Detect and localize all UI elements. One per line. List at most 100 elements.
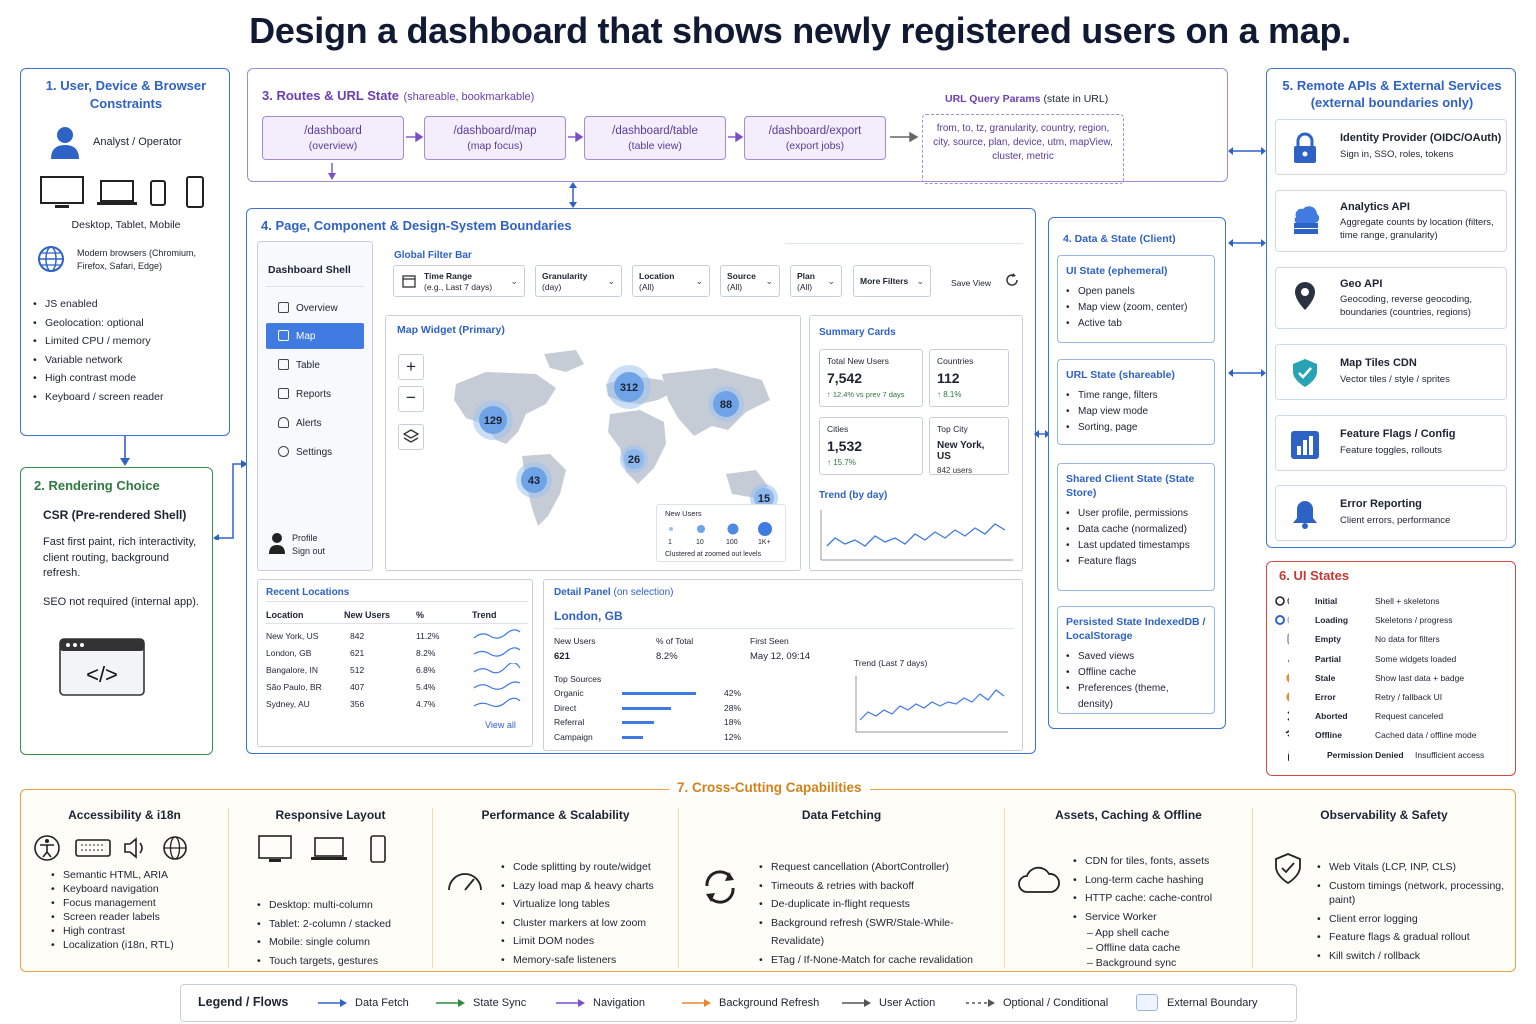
- trend-chart: [820, 510, 1013, 561]
- arrow-2-to-4: [213, 460, 248, 540]
- section-remote-apis: 5. Remote APIs & External Services (exte…: [1266, 68, 1516, 548]
- card-countries[interactable]: Countries 112 ↑ 8.1%: [929, 349, 1009, 407]
- chevron-down-icon: ⌄: [607, 276, 615, 286]
- source-row: Organic 42%: [554, 688, 754, 702]
- table-row[interactable]: São Paulo, BR 407 5.4%: [266, 681, 528, 698]
- filter-granularity[interactable]: Granularity (day) ⌄: [535, 265, 622, 297]
- chevron-down-icon: ⌄: [827, 276, 835, 286]
- state-name: Offline: [1315, 730, 1342, 741]
- nav-settings[interactable]: Settings: [266, 439, 364, 465]
- accessibility-icons: [34, 835, 187, 861]
- globe-icon: [38, 246, 64, 272]
- url-params-title: URL Query Params (state in URL): [945, 93, 1109, 105]
- code-window-icon: </>: [59, 638, 145, 696]
- zoom-out-button[interactable]: −: [398, 386, 424, 412]
- section-2-title: 2. Rendering Choice: [34, 478, 160, 493]
- state-desc: Show last data + badge: [1375, 672, 1465, 683]
- save-view-button[interactable]: Save View: [951, 278, 992, 288]
- legend-item: Navigation: [593, 997, 645, 1009]
- ui-state-box: UI State (ephemeral)Open panelsMap view …: [1057, 255, 1215, 343]
- section-routes: 3. Routes & URL State (shareable, bookma…: [247, 68, 1228, 184]
- shared-state-box: Shared Client State (State Store)User pr…: [1057, 463, 1215, 591]
- route-arrows: [406, 131, 919, 143]
- list: Semantic HTML, ARIAKeyboard navigationFo…: [51, 868, 174, 952]
- nav-reports[interactable]: Reports: [266, 381, 364, 407]
- detail-v2: 8.2%: [656, 651, 678, 662]
- persisted-state-box: Persisted State IndexedDB / LocalStorage…: [1057, 606, 1215, 714]
- list: Code splitting by route/widgetLazy load …: [501, 858, 654, 969]
- section-5-title: 5. Remote APIs & External Services (exte…: [1282, 78, 1502, 110]
- filter-bar-title: Global Filter Bar: [394, 250, 472, 261]
- nav-alerts[interactable]: Alerts: [266, 410, 364, 436]
- browsers-label: Modern browsers (Chromium, Firefox, Safa…: [77, 248, 197, 271]
- state-desc: Skeletons / progress: [1375, 615, 1453, 626]
- legend-swatch-external: [1136, 994, 1158, 1011]
- state-name: Empty: [1315, 634, 1341, 645]
- detail-h1: New Users: [554, 636, 596, 646]
- table-row[interactable]: New York, US 842 11.2%: [266, 629, 528, 647]
- source-name: Direct: [554, 702, 577, 713]
- nav-overview[interactable]: Overview: [266, 295, 364, 321]
- ui-state-error: Error Retry / fallback UI: [1267, 688, 1507, 707]
- legend-item: Data Fetch: [355, 997, 409, 1009]
- more-filters-button[interactable]: More Filters ⌄: [853, 265, 931, 297]
- state-desc: No data for filters: [1375, 634, 1440, 645]
- world-map[interactable]: 129 312 88 26 43 15: [426, 344, 786, 544]
- table-row[interactable]: London, GB 621 8.2%: [266, 647, 528, 664]
- cluster-label: 15: [758, 493, 770, 505]
- service-feature-flags: Feature Flags / Config Feature toggles, r…: [1275, 415, 1507, 471]
- legend-arrow-user-action: [842, 999, 871, 1007]
- nav-table[interactable]: Table: [266, 352, 364, 378]
- list-item: Geolocation: optional: [33, 314, 223, 333]
- sw-sublist: – App shell cache – Offline data cache – B…: [1087, 927, 1181, 969]
- refresh-icon[interactable]: [1005, 273, 1019, 287]
- filter-source[interactable]: Source (All) ⌄: [720, 265, 780, 297]
- route-dashboard[interactable]: /dashboard (overview): [262, 116, 404, 160]
- profile-link[interactable]: Profile: [292, 533, 318, 543]
- bell-icon: [1293, 501, 1317, 529]
- route-table[interactable]: /dashboard/table (table view): [584, 116, 726, 160]
- detail-city: London, GB: [554, 609, 623, 623]
- filter-time-range[interactable]: Time Range (e.g., Last 7 days) ⌄: [393, 265, 525, 297]
- route-map[interactable]: /dashboard/map (map focus): [424, 116, 566, 160]
- map-legend: New Users 1 10 100 1K+ Clustered at zoom…: [656, 504, 786, 562]
- ui-state-empty: Empty No data for filters: [1267, 630, 1507, 649]
- col-accessibility: Accessibility & i18n Semantic HTML, ARIA…: [21, 808, 229, 968]
- route-export[interactable]: /dashboard/export (export jobs): [744, 116, 886, 160]
- state-name: Error: [1315, 692, 1336, 702]
- card-cities[interactable]: Cities 1,532 ↑ 15.7%: [819, 417, 923, 475]
- section-6-title: 6. UI States: [1279, 568, 1350, 583]
- view-all-link[interactable]: View all: [485, 720, 516, 730]
- legend-title: New Users: [665, 509, 702, 518]
- legend-arrow-data-fetch: [318, 999, 347, 1007]
- ui-states-list: Initial Shell + skeletons Loading Skeletons…: [1267, 592, 1515, 772]
- filter-plan[interactable]: Plan (All) ⌄: [790, 265, 842, 297]
- table-row[interactable]: Bangalore, IN 512 6.8%: [266, 663, 528, 681]
- col-performance: Performance & Scalability Code splitting…: [433, 808, 679, 969]
- service-analytics: Analytics API Aggregate counts by locatio…: [1275, 190, 1507, 252]
- list-item: Keyboard / screen reader: [33, 388, 223, 407]
- card-top-city[interactable]: Top City New York, US 842 users: [929, 417, 1009, 475]
- section-1-title: 1. User, Device & Browser Constraints: [45, 78, 207, 111]
- legend-value: 1K+: [758, 539, 771, 546]
- top-sources-title: Top Sources: [554, 674, 602, 684]
- layers-button[interactable]: [398, 424, 424, 450]
- cloud-icon: [1018, 866, 1060, 893]
- cluster-label: 26: [628, 454, 640, 466]
- card-total-new-users[interactable]: Total New Users 7,542 ↑ 12.4% vs prev 7 da…: [819, 349, 923, 407]
- list-item: JS enabled: [33, 295, 223, 314]
- ui-state-aborted: Aborted Request canceled: [1267, 707, 1507, 726]
- section-ui-states: 6. UI States Initial Shell + skeletons Loa…: [1266, 561, 1516, 776]
- filter-location[interactable]: Location (All) ⌄: [632, 265, 710, 297]
- nav-map[interactable]: Map: [266, 323, 364, 349]
- source-row: Direct 28%: [554, 703, 754, 717]
- chevron-down-icon: ⌄: [765, 276, 773, 286]
- dashboard-shell: Dashboard Shell Overview Map Table Repor…: [257, 241, 373, 571]
- list: CDN for tiles, fonts, assetsLong-term ca…: [1073, 852, 1212, 926]
- recent-locations: Recent Locations Location New Users % Tr…: [257, 579, 533, 747]
- source-pct: 28%: [724, 702, 742, 713]
- table-row[interactable]: Sydney, AU 356 4.7%: [266, 697, 528, 715]
- list-item: Limited CPU / memory: [33, 332, 223, 351]
- signout-link[interactable]: Sign out: [292, 546, 326, 556]
- zoom-in-button[interactable]: +: [398, 354, 424, 380]
